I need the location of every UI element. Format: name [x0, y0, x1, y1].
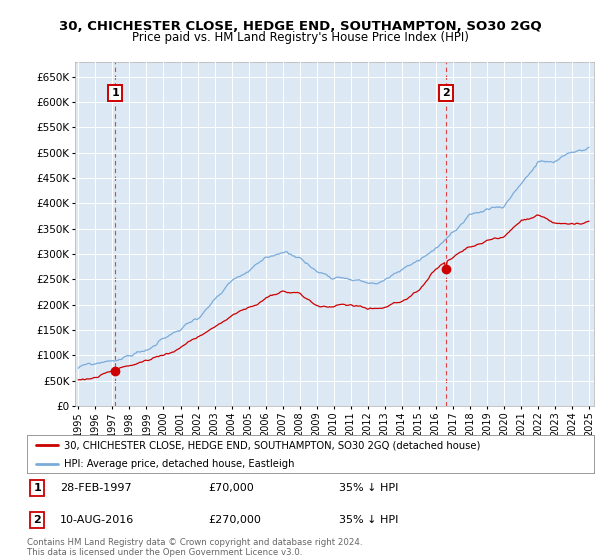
Text: 10-AUG-2016: 10-AUG-2016: [60, 515, 134, 525]
Text: HPI: Average price, detached house, Eastleigh: HPI: Average price, detached house, East…: [64, 459, 295, 469]
Text: Contains HM Land Registry data © Crown copyright and database right 2024.
This d: Contains HM Land Registry data © Crown c…: [27, 538, 362, 557]
Text: 35% ↓ HPI: 35% ↓ HPI: [339, 483, 398, 493]
Text: Price paid vs. HM Land Registry's House Price Index (HPI): Price paid vs. HM Land Registry's House …: [131, 31, 469, 44]
Text: 30, CHICHESTER CLOSE, HEDGE END, SOUTHAMPTON, SO30 2GQ (detached house): 30, CHICHESTER CLOSE, HEDGE END, SOUTHAM…: [64, 440, 480, 450]
Text: 30, CHICHESTER CLOSE, HEDGE END, SOUTHAMPTON, SO30 2GQ: 30, CHICHESTER CLOSE, HEDGE END, SOUTHAM…: [59, 20, 541, 32]
Text: 28-FEB-1997: 28-FEB-1997: [60, 483, 131, 493]
Text: £70,000: £70,000: [208, 483, 254, 493]
Text: 35% ↓ HPI: 35% ↓ HPI: [339, 515, 398, 525]
Text: 2: 2: [442, 88, 450, 98]
Text: 1: 1: [34, 483, 41, 493]
Text: £270,000: £270,000: [208, 515, 262, 525]
Text: 1: 1: [111, 88, 119, 98]
Text: 2: 2: [34, 515, 41, 525]
